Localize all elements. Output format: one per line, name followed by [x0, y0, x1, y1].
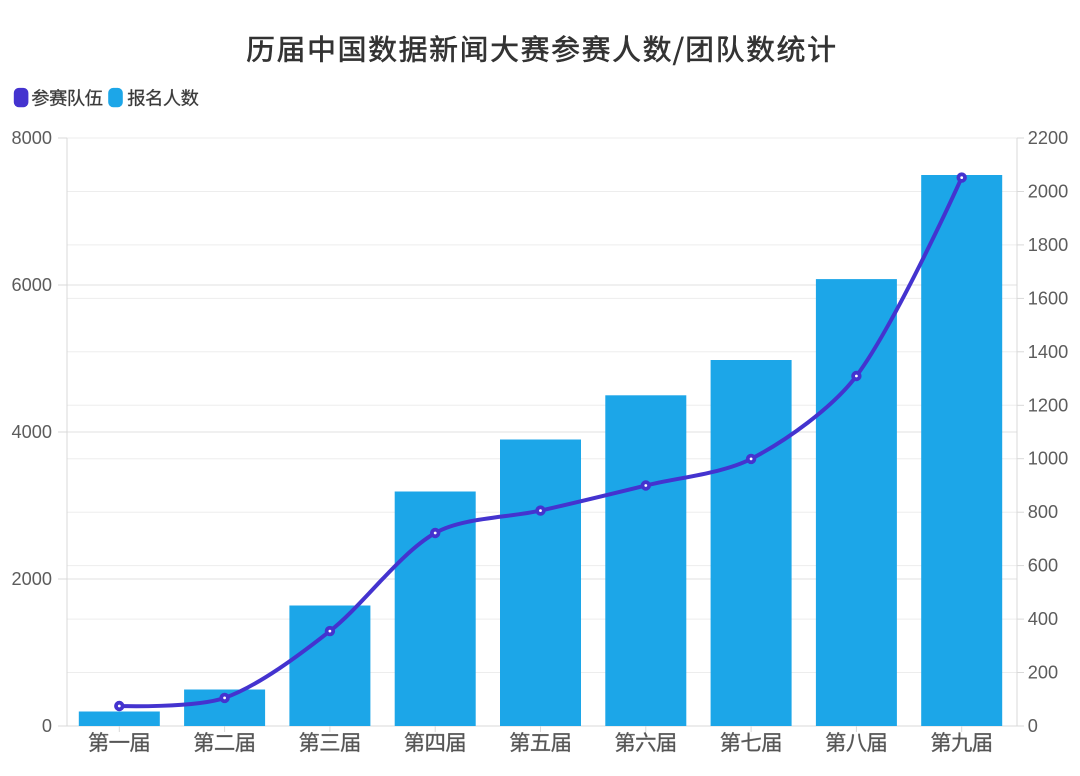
svg-text:1600: 1600 — [1028, 288, 1068, 308]
svg-text:2000: 2000 — [1028, 182, 1068, 202]
svg-text:400: 400 — [1028, 609, 1058, 629]
svg-text:8000: 8000 — [12, 128, 52, 148]
svg-text:200: 200 — [1028, 663, 1058, 683]
svg-text:6000: 6000 — [12, 275, 52, 295]
svg-text:800: 800 — [1028, 502, 1058, 522]
svg-text:1200: 1200 — [1028, 395, 1068, 415]
svg-text:1000: 1000 — [1028, 449, 1068, 469]
svg-text:2000: 2000 — [12, 569, 52, 589]
svg-text:1800: 1800 — [1028, 235, 1068, 255]
svg-text:1400: 1400 — [1028, 342, 1068, 362]
svg-text:2200: 2200 — [1028, 128, 1068, 148]
svg-text:0: 0 — [42, 716, 52, 736]
svg-text:4000: 4000 — [12, 422, 52, 442]
svg-text:0: 0 — [1028, 716, 1038, 736]
svg-text:600: 600 — [1028, 556, 1058, 576]
